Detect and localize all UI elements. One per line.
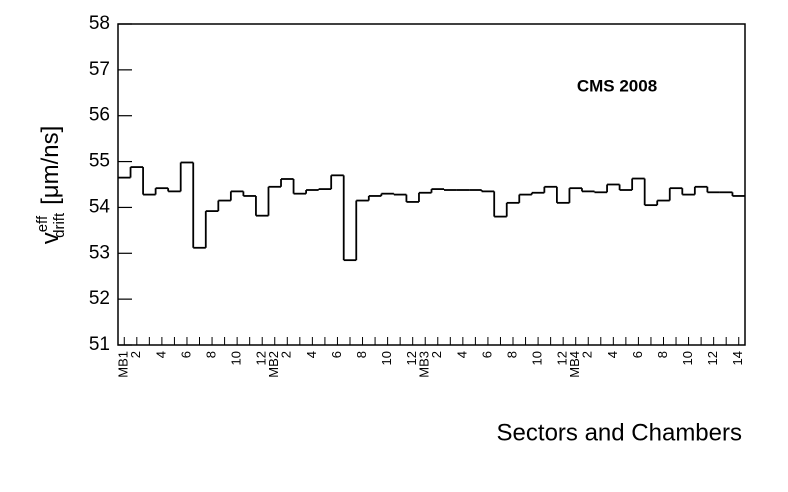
x-tick-label: 2 bbox=[128, 351, 143, 358]
x-tick-label: MB1 bbox=[116, 351, 131, 378]
y-axis-label: veffdrift [μm/ns] bbox=[34, 126, 68, 245]
x-tick-label: 2 bbox=[279, 351, 294, 358]
x-tick-label: 12 bbox=[404, 351, 419, 365]
y-symbol: v bbox=[37, 232, 64, 244]
x-tick-label: 10 bbox=[379, 351, 394, 365]
y-tick-label: 55 bbox=[89, 151, 110, 172]
annotation: CMS 2008 bbox=[577, 76, 657, 95]
y-subscript: drift bbox=[51, 212, 68, 238]
x-tick-label: 12 bbox=[555, 351, 570, 365]
y-tick-label: 53 bbox=[89, 242, 110, 263]
x-tick-label: 8 bbox=[203, 351, 218, 358]
x-tick-label: MB3 bbox=[417, 351, 432, 378]
x-tick-label: 2 bbox=[429, 351, 444, 358]
x-tick-label: 4 bbox=[153, 351, 168, 358]
x-tick-label: 12 bbox=[705, 351, 720, 365]
y-tick-label: 58 bbox=[89, 13, 110, 34]
y-superscript: eff bbox=[34, 215, 51, 232]
x-tick-label: MB4 bbox=[567, 351, 582, 378]
x-tick-label: 2 bbox=[580, 351, 595, 358]
y-tick-label: 56 bbox=[89, 105, 110, 126]
x-tick-label: 8 bbox=[354, 351, 369, 358]
x-tick-label: 8 bbox=[655, 351, 670, 358]
y-tick-label: 51 bbox=[89, 334, 110, 355]
y-label-group: veffdrift [μm/ns] bbox=[34, 126, 68, 245]
x-tick-label: 6 bbox=[630, 351, 645, 358]
x-tick-label: 6 bbox=[329, 351, 344, 358]
x-tick-label: 4 bbox=[454, 351, 469, 358]
x-tick-label: 4 bbox=[304, 351, 319, 358]
y-tick-label: 57 bbox=[89, 59, 110, 80]
x-tick-label: 10 bbox=[680, 351, 695, 365]
x-tick-label: MB2 bbox=[266, 351, 281, 378]
y-tick-label: 54 bbox=[89, 196, 111, 217]
x-tick-label: 6 bbox=[178, 351, 193, 358]
x-tick-label: 12 bbox=[254, 351, 269, 365]
plot-frame bbox=[117, 23, 746, 346]
x-tick-label: 6 bbox=[479, 351, 494, 358]
x-axis-label: Sectors and Chambers bbox=[497, 419, 742, 446]
x-tick-label: 14 bbox=[730, 351, 745, 365]
x-tick-label: 8 bbox=[504, 351, 519, 358]
x-tick-label: 10 bbox=[229, 351, 244, 365]
x-tick-label: 10 bbox=[530, 351, 545, 365]
y-tick-label: 52 bbox=[89, 288, 110, 309]
y-unit: [μm/ns] bbox=[37, 126, 64, 205]
x-tick-label: 4 bbox=[605, 351, 620, 358]
